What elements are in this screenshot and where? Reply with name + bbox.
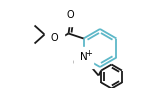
Text: O: O [51,33,58,43]
Text: N: N [80,53,87,62]
Text: +: + [85,49,92,58]
Text: Cl: Cl [73,58,83,68]
Text: O: O [67,10,74,20]
Text: ⁻: ⁻ [84,56,88,65]
